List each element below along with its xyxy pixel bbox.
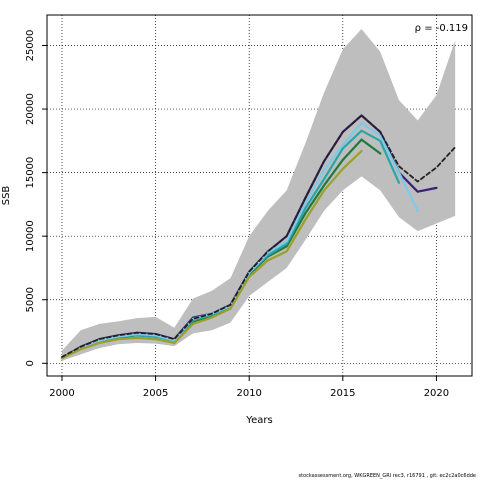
series-line-6 xyxy=(61,114,457,358)
x-axis: 2000 2005 2010 2015 2020 xyxy=(49,376,449,399)
y-tick-label-25000: 25000 xyxy=(25,30,36,62)
y-tick-label-20000: 20000 xyxy=(25,93,36,125)
x-tick-label-2000: 2000 xyxy=(49,388,74,399)
footer-credit: stockassessment.org, WKGREEN_GRI rec3, r… xyxy=(298,473,476,479)
x-tick-label-2010: 2010 xyxy=(236,388,261,399)
x-tick-label-2015: 2015 xyxy=(330,388,355,399)
y-tick-label-10000: 10000 xyxy=(25,220,36,252)
y-tick-label-5000: 5000 xyxy=(25,287,36,312)
x-tick-label-2005: 2005 xyxy=(143,388,168,399)
y-axis: 0 5000 10000 15000 20000 25000 xyxy=(25,30,47,366)
series-line-5 xyxy=(60,149,363,360)
rho-annotation: ρ = -0.119 xyxy=(415,23,468,34)
y-tick-label-0: 0 xyxy=(25,360,36,366)
confidence-band xyxy=(61,28,456,361)
plot-frame xyxy=(46,14,473,377)
y-tick-label-15000: 15000 xyxy=(25,157,36,189)
y-axis-title: SSB xyxy=(1,186,12,206)
confidence-band-layer xyxy=(61,28,456,361)
series-layer xyxy=(60,114,457,360)
x-tick-label-2020: 2020 xyxy=(424,388,449,399)
x-axis-title: Years xyxy=(245,415,272,426)
